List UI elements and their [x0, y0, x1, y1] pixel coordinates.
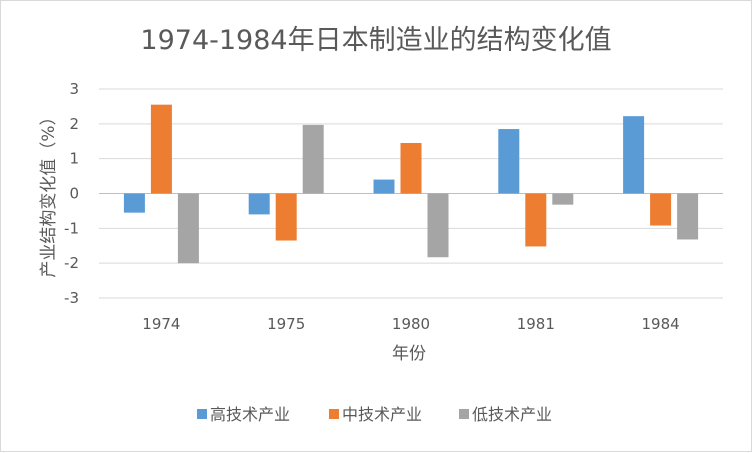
x-tick-label: 1984: [642, 315, 680, 333]
x-tick-label: 1974: [142, 315, 180, 333]
y-axis-title: 产业结构变化值（%）: [39, 108, 59, 277]
y-tick-label: 3: [69, 80, 79, 98]
bar-1980-series-3: [427, 193, 449, 258]
bar-1981-series-1: [498, 129, 520, 194]
legend-label: 高技术产业: [210, 405, 290, 424]
bar-1974-series-2: [150, 104, 172, 194]
bar-1984-series-3: [677, 193, 699, 240]
legend-label: 低技术产业: [472, 405, 552, 424]
legend: 高技术产业 中技术产业 低技术产业: [197, 405, 552, 424]
x-axis-title: 年份: [392, 344, 426, 364]
y-axis-ticks: 3 2 1 0 -1 -2 -3: [64, 80, 79, 307]
x-tick-label: 1975: [267, 315, 305, 333]
y-tick-label: 0: [69, 185, 79, 203]
y-tick-label: 1: [69, 150, 79, 168]
y-tick-label: -2: [64, 254, 79, 272]
bar-1980-series-1: [373, 179, 395, 194]
bar-1984-series-1: [623, 116, 645, 194]
bar-1975-series-1: [248, 193, 270, 215]
legend-swatch: [459, 409, 469, 419]
bar-1975-series-3: [302, 124, 324, 194]
chart-title: 1974-1984年日本制造业的结构变化值: [140, 25, 611, 56]
legend-swatch: [329, 409, 339, 419]
bar-1981-series-3: [552, 193, 574, 205]
x-tick-label: 1981: [517, 315, 555, 333]
y-tick-label: -3: [64, 289, 79, 307]
x-tick-label: 1980: [392, 315, 430, 333]
legend-swatch: [197, 409, 207, 419]
legend-label: 中技术产业: [342, 405, 422, 424]
y-tick-label: 2: [69, 115, 79, 133]
bar-1984-series-2: [650, 193, 672, 226]
bar-1974-series-1: [123, 193, 145, 213]
y-tick-label: -1: [64, 219, 79, 237]
bar-1980-series-2: [400, 142, 422, 194]
bar-1975-series-2: [275, 193, 297, 241]
bars: [123, 104, 699, 264]
bar-1974-series-3: [177, 193, 199, 264]
x-axis-ticks: 1974 1975 1980 1981 1984: [142, 315, 679, 333]
bar-1981-series-2: [525, 193, 547, 247]
